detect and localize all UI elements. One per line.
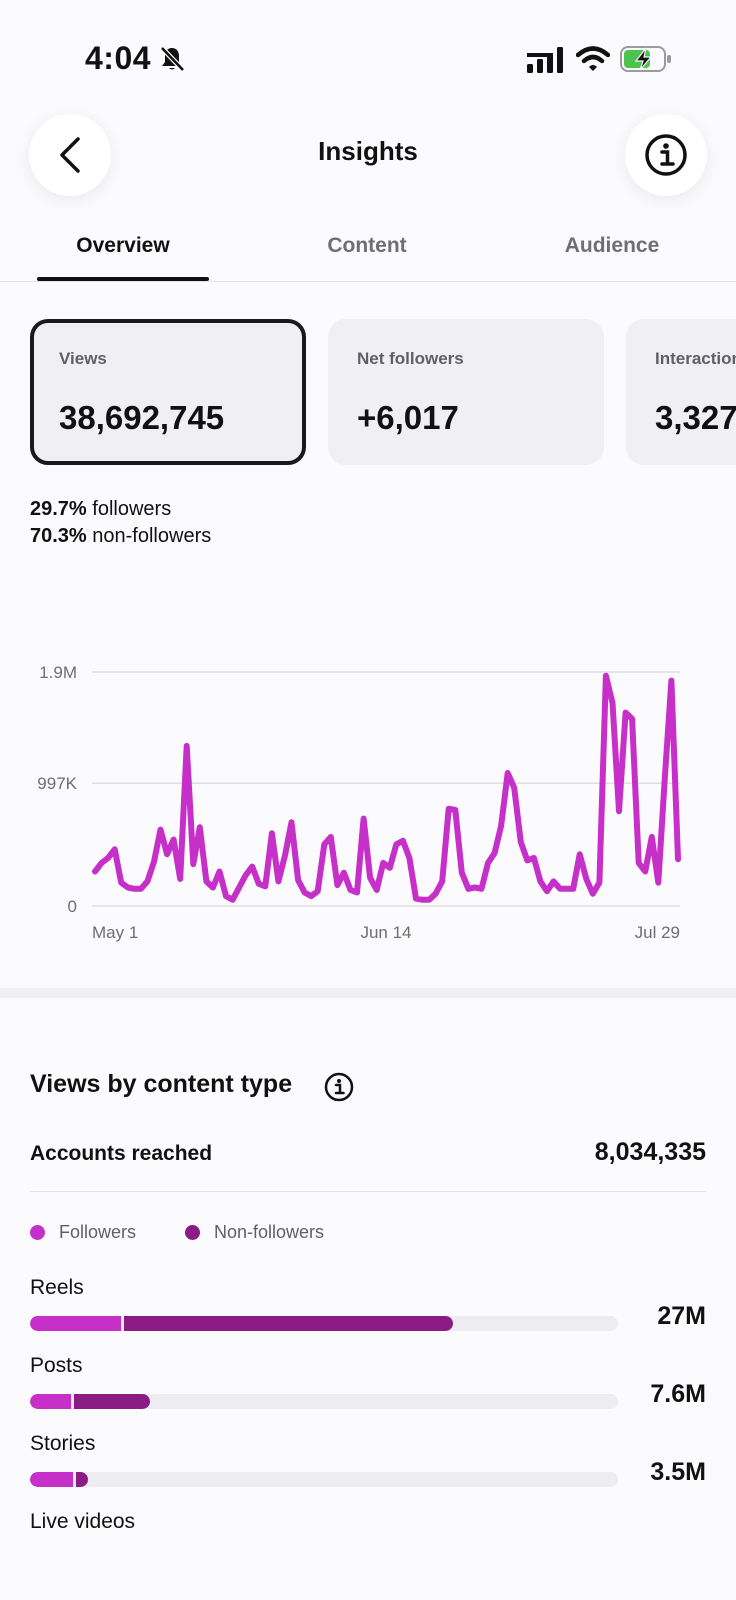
y-tick-label: 997K (37, 774, 77, 793)
accounts-reached-label: Accounts reached (30, 1142, 213, 1165)
y-tick-label: 1.9M (39, 663, 77, 682)
nonfollowers-bar-segment (124, 1316, 453, 1331)
nonfollowers-bar-segment (76, 1472, 88, 1487)
info-button[interactable] (625, 114, 707, 196)
status-bar: 4:04 (0, 0, 736, 110)
content-type-label: Stories (30, 1432, 96, 1455)
audience-split: 29.7% followers 70.3% non-followers (30, 496, 211, 550)
metric-card-interactions[interactable]: Interactions 3,327 (626, 319, 736, 465)
content-type-row-live-videos: Live videos (30, 1510, 706, 1580)
x-tick-label: Jun 14 (360, 923, 411, 942)
nonfollowers-split-line: 70.3% non-followers (30, 525, 212, 547)
cellular-signal-icon (527, 47, 563, 73)
tab-bar: Overview Content Audience (0, 222, 736, 282)
legend-label: Followers (59, 1222, 137, 1242)
legend-label: Non-followers (214, 1222, 325, 1242)
battery-charging-icon (620, 46, 671, 72)
content-type-row-posts: Posts 7.6M (30, 1354, 706, 1424)
active-tab-indicator (37, 277, 209, 281)
header: Insights (0, 110, 736, 200)
views-series-line (92, 672, 681, 903)
legend-item-followers: Followers (30, 1222, 136, 1243)
metric-card-net-followers[interactable]: Net followers +6,017 (328, 319, 604, 465)
content-type-label: Reels (30, 1276, 84, 1299)
content-type-row-reels: Reels 27M (30, 1276, 706, 1346)
legend-dot (185, 1225, 200, 1240)
y-tick-label: 0 (68, 897, 77, 916)
back-button[interactable] (29, 114, 111, 196)
content-type-label: Live videos (30, 1510, 136, 1533)
tab-audience[interactable]: Audience (564, 234, 660, 257)
section-title: Views by content type (30, 1070, 293, 1098)
metric-label: Interactions (655, 349, 736, 368)
content-type-bar (30, 1316, 618, 1331)
followers-bar-segment (30, 1394, 71, 1409)
tab-content[interactable]: Content (327, 234, 407, 257)
legend-dot (30, 1225, 45, 1240)
followers-bar-segment (30, 1316, 121, 1331)
content-type-bar (30, 1472, 618, 1487)
section-divider (0, 988, 736, 998)
metric-value: 3,327 (655, 399, 736, 436)
page-title: Insights (318, 136, 418, 166)
status-time: 4:04 (85, 40, 152, 76)
content-type-value: 7.6M (650, 1380, 706, 1408)
metric-value: 38,692,745 (59, 399, 225, 436)
legend-item-nonfollowers: Non-followers (185, 1222, 324, 1243)
views-line-chart: 0 997K 1.9M May 1 Jun 14 Jul 29 (37, 663, 681, 942)
metric-label: Net followers (357, 349, 464, 368)
tab-overview[interactable]: Overview (76, 234, 170, 257)
chevron-left-icon (60, 137, 80, 173)
metric-value: +6,017 (357, 399, 459, 436)
content-type-bar (30, 1394, 618, 1409)
accounts-reached-row: Accounts reached 8,034,335 (30, 1138, 706, 1192)
content-type-label: Posts (30, 1354, 83, 1377)
bell-slash-icon (160, 46, 185, 72)
metric-label: Views (59, 349, 107, 368)
metric-cards: Views 38,692,745 Net followers +6,017 In… (0, 319, 736, 467)
info-icon[interactable] (324, 1072, 354, 1102)
followers-bar-segment (30, 1472, 73, 1487)
content-type-row-stories: Stories 3.5M (30, 1432, 706, 1502)
metric-card-views[interactable]: Views 38,692,745 (30, 319, 306, 465)
followers-split-line: 29.7% followers (30, 498, 172, 520)
wifi-icon (576, 46, 610, 71)
content-type-value: 27M (657, 1302, 706, 1330)
content-type-value: 3.5M (650, 1458, 706, 1486)
nonfollowers-bar-segment (74, 1394, 150, 1409)
x-tick-label: May 1 (92, 923, 138, 942)
info-icon (645, 134, 687, 176)
x-tick-label: Jul 29 (635, 923, 680, 942)
accounts-reached-value: 8,034,335 (594, 1138, 706, 1166)
